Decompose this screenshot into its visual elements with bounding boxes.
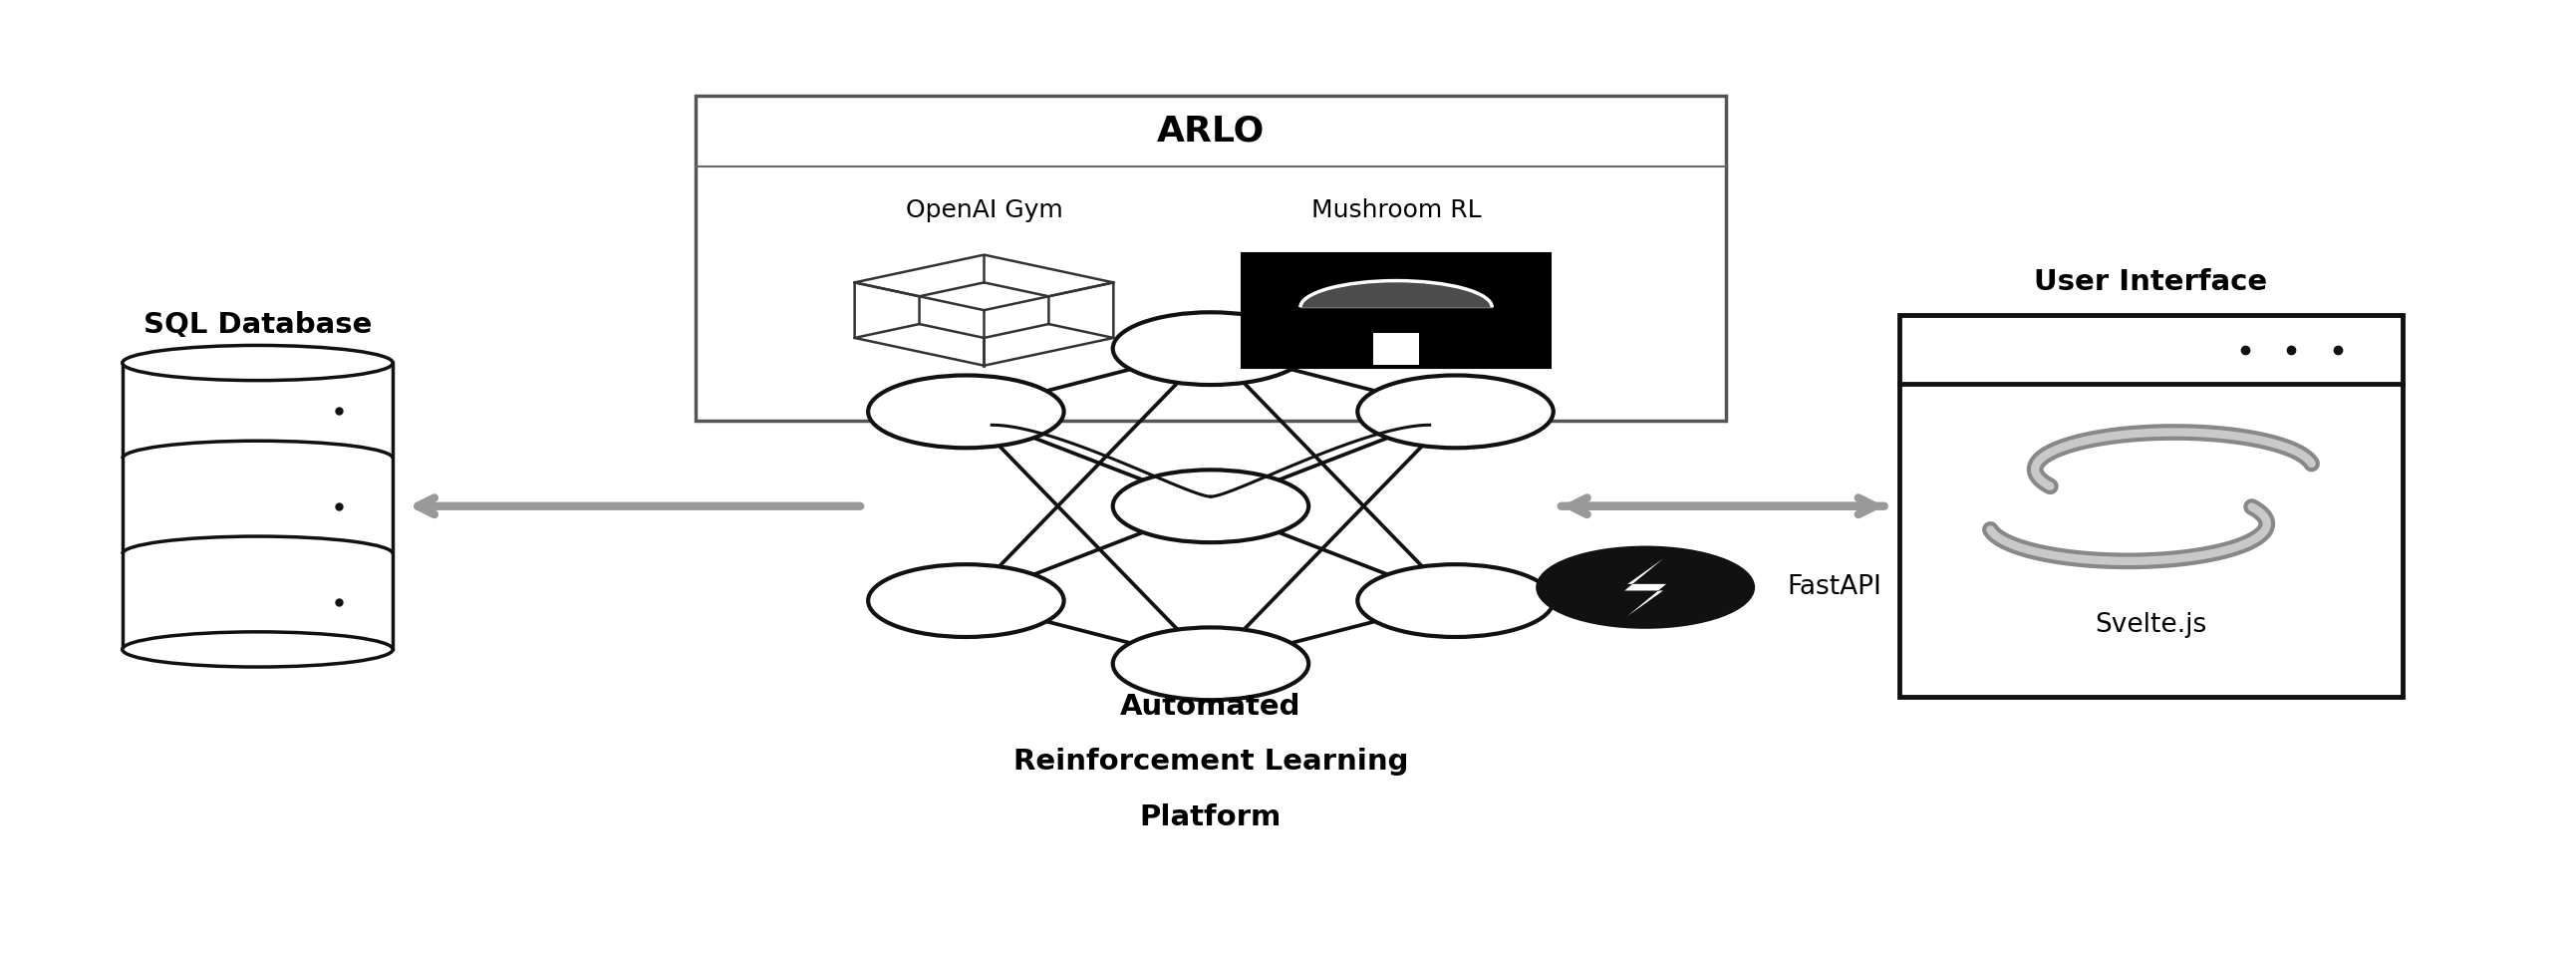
Text: Svelte.js: Svelte.js: [2094, 612, 2208, 639]
Bar: [1899, 315, 2401, 697]
Circle shape: [868, 564, 1064, 637]
Text: RL: RL: [1386, 334, 1406, 349]
Bar: [1242, 253, 1551, 368]
Ellipse shape: [121, 632, 392, 667]
Text: Automated: Automated: [1121, 692, 1301, 721]
Circle shape: [868, 375, 1064, 448]
Circle shape: [1113, 627, 1309, 700]
Text: Mushroom RL: Mushroom RL: [1311, 198, 1481, 222]
Circle shape: [1538, 547, 1754, 627]
Ellipse shape: [121, 346, 392, 380]
Bar: [696, 96, 1726, 420]
Text: SQL Database: SQL Database: [144, 310, 371, 339]
Bar: [1373, 333, 1419, 365]
Text: FastAPI: FastAPI: [1788, 574, 1880, 601]
Circle shape: [1358, 564, 1553, 637]
Text: Platform: Platform: [1139, 803, 1283, 832]
Circle shape: [1113, 470, 1309, 542]
Circle shape: [1358, 375, 1553, 448]
Text: OpenAI Gym: OpenAI Gym: [904, 198, 1064, 222]
Text: Reinforcement Learning: Reinforcement Learning: [1012, 748, 1409, 776]
Text: ARLO: ARLO: [1157, 115, 1265, 148]
Text: User Interface: User Interface: [2035, 267, 2267, 296]
Circle shape: [1113, 312, 1309, 385]
Polygon shape: [1625, 559, 1667, 616]
Bar: [124, 363, 392, 649]
